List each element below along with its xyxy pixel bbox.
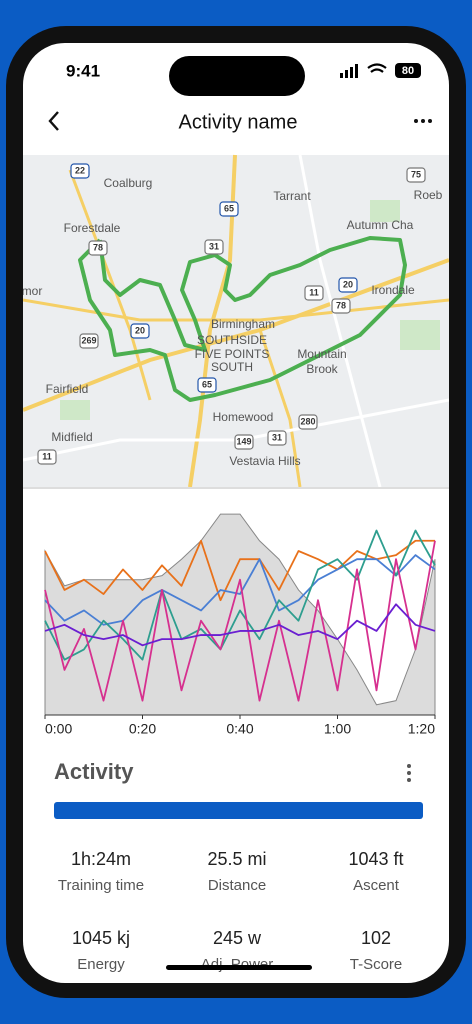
map-place-label: SOUTH [211, 360, 253, 374]
map-shield [406, 167, 426, 183]
battery-level: 80 [402, 65, 414, 77]
map-shield-label: 269 [81, 335, 96, 345]
battery-icon [395, 63, 421, 78]
route [78, 236, 407, 402]
stat-label: Adj. Power [201, 956, 274, 973]
series-line [44, 540, 436, 702]
stat-value: 1h:24m [71, 849, 131, 869]
map-place-label: Mountain [297, 347, 346, 361]
map-shield-label: 149 [236, 436, 251, 446]
stat-label: T-Score [350, 956, 403, 973]
section-title: Activity [54, 759, 134, 784]
stat-value: 245 w [213, 928, 262, 948]
map-shield [197, 377, 217, 393]
stat-value: 25.5 mi [207, 849, 266, 869]
x-tick-label: 1:00 [324, 721, 351, 737]
map-place-label: Coalburg [104, 176, 153, 190]
map-place-label: FIVE POINTS [195, 347, 270, 361]
stat-label: Ascent [353, 877, 400, 894]
progress-bar [54, 802, 423, 819]
status-time: 9:41 [66, 61, 100, 80]
x-tick-label: 0:20 [129, 721, 156, 737]
map-shield-label: 78 [336, 300, 346, 310]
more-button[interactable] [414, 119, 432, 123]
map-place-label: mor [22, 284, 43, 298]
map-place-label: Roeb [414, 188, 443, 202]
divider [23, 487, 449, 489]
map-shield-label: 78 [93, 242, 103, 252]
map-shield [70, 163, 90, 179]
map-shield-label: 65 [224, 203, 234, 213]
wifi-icon [367, 63, 387, 73]
map-place-label: Vestavia Hills [229, 454, 300, 468]
map-shield [130, 323, 150, 339]
series-line [44, 539, 435, 602]
map-shield [79, 333, 99, 349]
signal-icon [340, 64, 358, 78]
map-shield-label: 11 [309, 287, 319, 297]
map-shield [37, 449, 57, 465]
home-indicator [166, 965, 312, 970]
map-place-label: Birmingham [211, 317, 275, 331]
x-tick-label: 0:00 [45, 721, 72, 737]
series-line [44, 529, 436, 661]
map-shield-label: 22 [75, 165, 85, 175]
map-shield [204, 239, 224, 255]
map-shield-label: 75 [411, 169, 421, 179]
header-title: Activity name [179, 111, 298, 133]
stat-value: 1045 kj [72, 928, 130, 948]
series-line [44, 554, 436, 626]
map-place-label: Fairfield [46, 382, 89, 396]
map-shield [267, 430, 287, 446]
map-place-label: SOUTHSIDE [197, 333, 267, 347]
stat-value: 1043 ft [348, 849, 403, 869]
series-line [44, 603, 436, 647]
map-place-label: Irondale [371, 283, 415, 297]
map-shield-label: 11 [42, 451, 52, 461]
map-place-label: Homewood [213, 410, 274, 424]
map-shield [304, 285, 324, 301]
map-shield [331, 298, 351, 314]
map-place-label: Midfield [51, 430, 92, 444]
dynamic-island [169, 56, 305, 96]
map-place-label: Tarrant [273, 189, 311, 203]
map-shield [234, 434, 254, 450]
x-tick-label: 1:20 [408, 721, 435, 737]
stat-value: 102 [361, 928, 391, 948]
map-place-label: Autumn Cha [347, 218, 414, 232]
map-shield [338, 277, 358, 293]
map-shield-label: 31 [272, 432, 282, 442]
stat-label: Energy [77, 956, 125, 973]
stat-label: Training time [58, 877, 144, 894]
map-shield [219, 201, 239, 217]
map-shield-label: 280 [300, 416, 315, 426]
back-button[interactable] [48, 111, 59, 131]
x-tick-label: 0:40 [226, 721, 253, 737]
map-shield-label: 20 [135, 325, 145, 335]
map-shield-label: 31 [209, 241, 219, 251]
map-shield-label: 65 [202, 379, 212, 389]
map-shield [88, 240, 108, 256]
map-shield-label: 20 [343, 279, 353, 289]
map-place-label: Forestdale [64, 221, 121, 235]
section-menu[interactable] [407, 764, 411, 782]
map-shield [298, 414, 318, 430]
stat-label: Distance [208, 877, 266, 894]
map-place-label: Brook [306, 362, 338, 376]
